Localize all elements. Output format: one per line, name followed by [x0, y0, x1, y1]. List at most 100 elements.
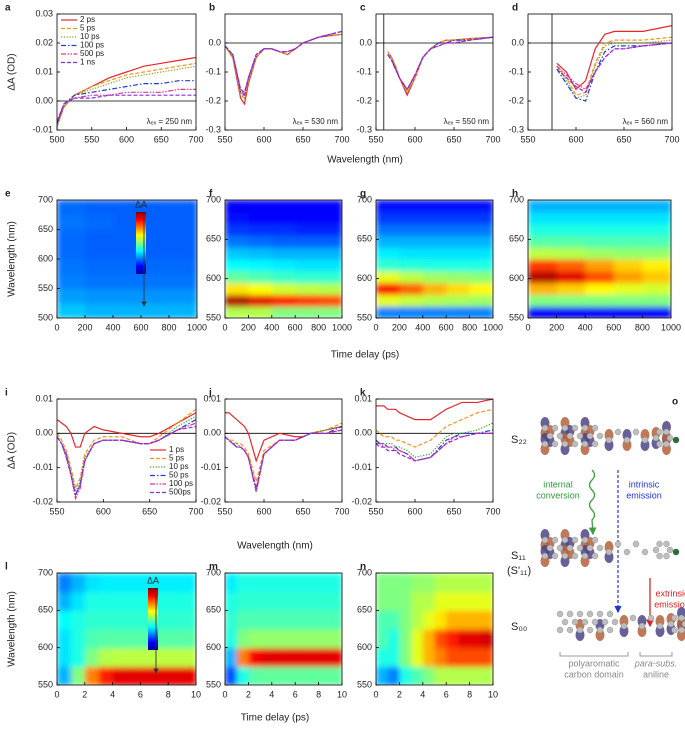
- heatmap-cell: [141, 259, 170, 275]
- heatmap-cell: [446, 306, 471, 318]
- y-axis-label: ΔA (OD): [7, 432, 18, 469]
- heatmap-cell: [84, 666, 100, 685]
- heatmap-cell: [283, 647, 296, 667]
- heatmap-cell: [556, 306, 586, 318]
- x-tick-label: 1000: [187, 322, 207, 332]
- heatmap-cell: [585, 294, 615, 307]
- heatmap-cell: [248, 306, 273, 318]
- heatmap-cell: [318, 629, 331, 649]
- x-tick-label: 550: [84, 134, 99, 144]
- x-tick-label: 10: [191, 689, 201, 699]
- plot-lines: [225, 412, 342, 492]
- x-tick-label: 6: [444, 689, 449, 699]
- process-label: emission: [626, 490, 662, 500]
- heatmap-cell: [318, 666, 331, 685]
- x-tick-label: 600: [568, 134, 583, 144]
- heatmap-cell: [248, 247, 273, 260]
- heatmap-cell: [422, 591, 436, 611]
- atom: [678, 626, 685, 634]
- heatmap-cell: [376, 270, 400, 284]
- atom: [556, 626, 564, 634]
- heatmap-cell: [295, 610, 308, 630]
- heatmap-cell: [434, 573, 447, 593]
- atom: [551, 424, 559, 432]
- atom: [663, 428, 670, 436]
- x-tick-label: 400: [105, 322, 120, 332]
- heatmap-cell: [57, 647, 72, 667]
- heatmap-cell: [399, 591, 412, 611]
- y-tick-label: -0.1: [508, 66, 524, 76]
- y-tick-label: 550: [357, 679, 372, 689]
- heatmap-cell: [318, 247, 342, 260]
- y-tick-label: 600: [206, 642, 221, 652]
- heatmap-cell: [481, 666, 493, 685]
- x-tick-label: 4: [420, 689, 425, 699]
- state-label: (S'₁₁): [507, 565, 531, 577]
- colorbar-label: ΔA: [135, 199, 147, 209]
- y-tick-label: 600: [206, 273, 221, 283]
- x-tick-label: 0: [373, 322, 378, 332]
- y-tick-label: 550: [357, 312, 372, 322]
- y-tick-label: -0.1: [356, 66, 372, 76]
- series-line: [225, 33, 342, 106]
- heatmap-cell: [422, 200, 447, 213]
- heatmap-cell: [126, 573, 141, 593]
- heatmap-cell: [85, 259, 114, 275]
- heatmap-cell: [469, 223, 493, 236]
- panel-label: h: [512, 189, 518, 200]
- heatmap: [376, 573, 493, 685]
- plot-frame: [375, 13, 494, 131]
- heatmap-cell: [387, 666, 400, 685]
- x-tick-label: 700: [664, 134, 679, 144]
- atom: [596, 610, 604, 618]
- heatmap-cell: [295, 235, 320, 248]
- heatmap-cell: [469, 647, 482, 667]
- x-tick-label: 600: [606, 322, 621, 332]
- panel-label: n: [360, 562, 366, 573]
- x-axis-label: Wavelength (nm): [237, 541, 313, 552]
- heatmap-cell: [613, 247, 643, 260]
- atom: [541, 536, 549, 544]
- heatmap-cell: [528, 282, 558, 295]
- heatmap-cell: [613, 270, 643, 284]
- heatmap-cell: [556, 259, 586, 272]
- y-tick-label: -0.01: [351, 462, 372, 472]
- heatmap-cell: [556, 294, 586, 307]
- heatmap-cell: [295, 666, 308, 685]
- heatmap-cell: [422, 282, 447, 295]
- heatmap-cell: [169, 288, 197, 304]
- heatmap: [376, 200, 493, 318]
- y-tick-label: 700: [509, 194, 524, 204]
- heatmap-cell: [306, 666, 320, 685]
- x-tick-label: 0: [373, 689, 378, 699]
- panel-label: d: [512, 3, 518, 14]
- heatmap-cell: [85, 244, 114, 260]
- domain-label: carbon domain: [564, 669, 624, 679]
- y-tick-label: 0.00: [203, 428, 221, 438]
- heatmap-cell: [84, 591, 100, 611]
- heatmap-cell: [70, 647, 86, 667]
- heatmap-cell: [642, 235, 671, 248]
- x-tick-label: 400: [578, 322, 593, 332]
- heatmap-cell: [283, 629, 296, 649]
- internal-conversion-arrow: [588, 469, 597, 536]
- legend-label: 50 ps: [169, 471, 189, 480]
- heatmap-cell: [169, 200, 197, 216]
- y-tick-label: -0.02: [200, 496, 221, 506]
- heatmap-cell: [57, 591, 72, 611]
- heatmap-cell: [399, 666, 412, 685]
- heatmap-cell: [295, 647, 308, 667]
- heatmap-cell: [169, 259, 197, 275]
- heatmap-cell: [446, 666, 459, 685]
- series-line: [57, 425, 196, 498]
- heatmap-cell: [57, 666, 72, 685]
- y-tick-label: 0.01: [35, 393, 53, 403]
- heatmap-cell: [70, 629, 86, 649]
- heatmap-cell: [112, 629, 128, 649]
- y-tick-label: 0.0: [208, 37, 221, 47]
- heatmap-cell: [387, 573, 400, 593]
- legend-label: 5 ps: [80, 24, 95, 33]
- heatmap-cell: [556, 223, 586, 236]
- heatmap-cell: [469, 200, 493, 213]
- x-tick-label: 2: [246, 689, 251, 699]
